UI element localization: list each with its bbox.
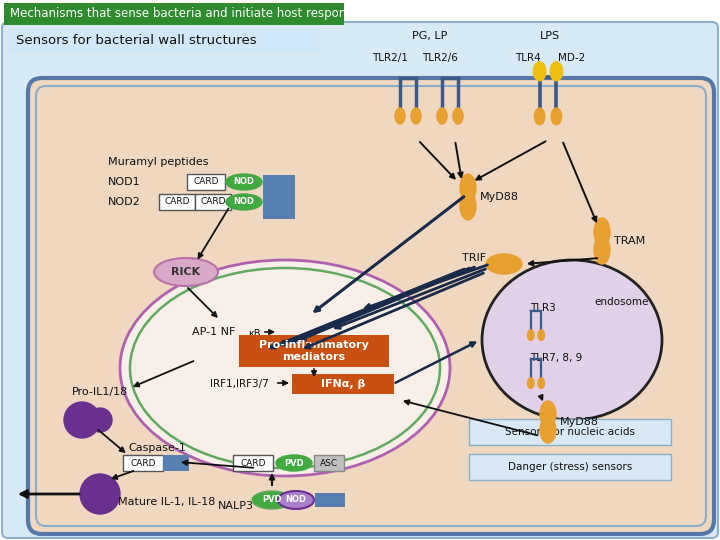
Text: TLR7, 8, 9: TLR7, 8, 9 xyxy=(530,353,582,363)
Text: Danger (stress) sensors: Danger (stress) sensors xyxy=(508,462,632,472)
Ellipse shape xyxy=(486,254,522,274)
Ellipse shape xyxy=(278,491,314,509)
Text: NOD2: NOD2 xyxy=(108,197,140,207)
FancyBboxPatch shape xyxy=(469,454,671,480)
Text: TLR3: TLR3 xyxy=(530,303,556,313)
FancyBboxPatch shape xyxy=(163,455,189,471)
Ellipse shape xyxy=(395,108,405,124)
Text: TRAM: TRAM xyxy=(614,236,645,246)
Text: MD-2: MD-2 xyxy=(559,53,585,63)
FancyBboxPatch shape xyxy=(4,3,344,25)
Ellipse shape xyxy=(550,62,563,80)
Text: Sensors for nucleic acids: Sensors for nucleic acids xyxy=(505,427,635,437)
Ellipse shape xyxy=(534,62,546,80)
Ellipse shape xyxy=(252,491,292,509)
Text: TLR4: TLR4 xyxy=(515,53,541,63)
FancyBboxPatch shape xyxy=(315,493,345,507)
Text: RICK: RICK xyxy=(171,267,201,277)
Ellipse shape xyxy=(276,455,312,471)
FancyBboxPatch shape xyxy=(187,174,225,190)
Ellipse shape xyxy=(120,260,450,476)
Text: NALP3: NALP3 xyxy=(218,501,254,511)
Ellipse shape xyxy=(538,378,544,388)
Text: NOD1: NOD1 xyxy=(108,177,140,187)
Text: Pro-inflammatory
mediators: Pro-inflammatory mediators xyxy=(259,340,369,362)
Text: AP-1 NF: AP-1 NF xyxy=(192,327,235,337)
Text: κB: κB xyxy=(248,329,261,339)
FancyBboxPatch shape xyxy=(28,78,714,534)
Text: endosome: endosome xyxy=(594,297,649,307)
FancyBboxPatch shape xyxy=(263,209,295,219)
Ellipse shape xyxy=(551,108,562,125)
Ellipse shape xyxy=(154,258,218,286)
FancyBboxPatch shape xyxy=(2,22,718,538)
FancyBboxPatch shape xyxy=(159,194,195,210)
Text: Caspase-1: Caspase-1 xyxy=(128,443,186,453)
Text: CARD: CARD xyxy=(164,198,190,206)
Text: PG, LP: PG, LP xyxy=(413,31,448,41)
Ellipse shape xyxy=(411,108,421,124)
Text: NOD: NOD xyxy=(233,178,254,186)
Text: TLR2/6: TLR2/6 xyxy=(422,53,458,63)
Text: Muramyl peptides: Muramyl peptides xyxy=(108,157,209,167)
Ellipse shape xyxy=(540,401,556,427)
Text: Pro-IL1/18: Pro-IL1/18 xyxy=(72,387,128,397)
Text: NOD: NOD xyxy=(233,198,254,206)
FancyBboxPatch shape xyxy=(292,374,394,394)
Ellipse shape xyxy=(538,330,544,340)
Ellipse shape xyxy=(460,174,476,202)
FancyBboxPatch shape xyxy=(195,194,231,210)
FancyBboxPatch shape xyxy=(9,29,321,53)
Ellipse shape xyxy=(226,194,262,210)
Text: CARD: CARD xyxy=(193,178,219,186)
Text: TRIF: TRIF xyxy=(462,253,486,263)
FancyBboxPatch shape xyxy=(239,335,389,367)
FancyBboxPatch shape xyxy=(123,455,163,471)
Text: ASC: ASC xyxy=(320,458,338,468)
Ellipse shape xyxy=(534,108,545,125)
Text: MyD88: MyD88 xyxy=(560,417,599,427)
Text: Mature IL-1, IL-18: Mature IL-1, IL-18 xyxy=(118,497,215,507)
Text: MyD88: MyD88 xyxy=(480,192,519,202)
Ellipse shape xyxy=(437,108,447,124)
FancyBboxPatch shape xyxy=(469,419,671,445)
Ellipse shape xyxy=(540,417,556,443)
Ellipse shape xyxy=(528,330,534,340)
FancyBboxPatch shape xyxy=(233,455,273,471)
Text: CARD: CARD xyxy=(240,458,266,468)
Ellipse shape xyxy=(226,174,262,190)
Ellipse shape xyxy=(64,402,100,438)
Text: NOD: NOD xyxy=(286,496,307,504)
Ellipse shape xyxy=(80,474,120,514)
Ellipse shape xyxy=(88,408,112,432)
Ellipse shape xyxy=(594,236,610,264)
Text: LPS: LPS xyxy=(540,31,560,41)
Ellipse shape xyxy=(594,218,610,246)
FancyBboxPatch shape xyxy=(314,455,344,471)
Ellipse shape xyxy=(482,260,662,420)
FancyBboxPatch shape xyxy=(263,195,295,209)
FancyBboxPatch shape xyxy=(263,175,295,189)
Text: Mechanisms that sense bacteria and initiate host responses: Mechanisms that sense bacteria and initi… xyxy=(10,8,366,21)
Ellipse shape xyxy=(453,108,463,124)
Text: PVD: PVD xyxy=(262,496,282,504)
Text: CARD: CARD xyxy=(130,458,156,468)
Text: PVD: PVD xyxy=(284,458,304,468)
Text: IRF1,IRF3/7: IRF1,IRF3/7 xyxy=(210,379,269,389)
Text: TLR2/1: TLR2/1 xyxy=(372,53,408,63)
Text: Sensors for bacterial wall structures: Sensors for bacterial wall structures xyxy=(16,35,256,48)
Ellipse shape xyxy=(460,192,476,220)
FancyBboxPatch shape xyxy=(263,189,295,199)
Text: IFNα, β: IFNα, β xyxy=(321,379,365,389)
Text: CARD: CARD xyxy=(200,198,226,206)
Ellipse shape xyxy=(528,378,534,388)
